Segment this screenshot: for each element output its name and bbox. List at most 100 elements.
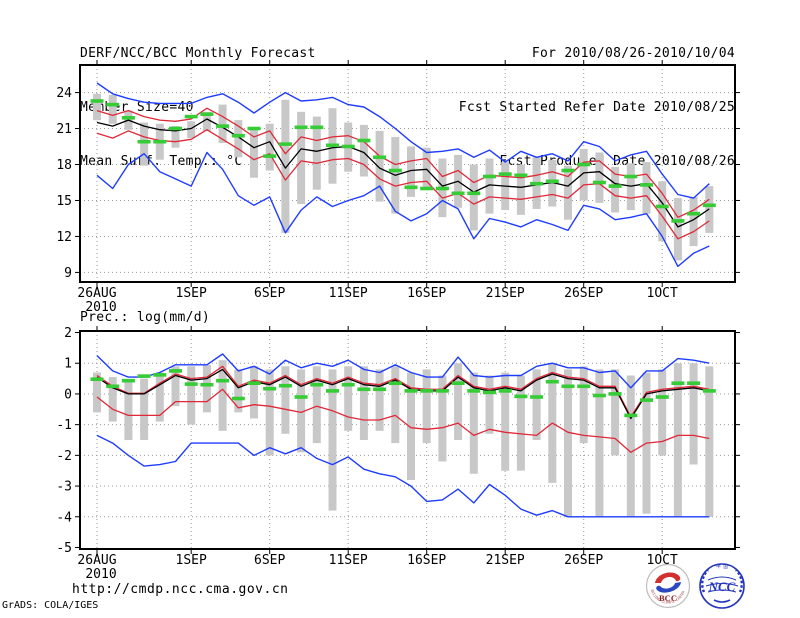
ensemble-spread-bar [658,369,667,456]
y-tick-label: 18 [56,158,72,173]
ensemble-spread-bar [375,130,384,202]
website-url: http://cmdp.ncc.cma.gov.cn [72,582,289,597]
y-tick-label: 1 [64,357,72,372]
observation-marker [153,139,167,144]
ensemble-spread-bar [265,369,274,456]
observation-marker [671,381,685,385]
y-tick-label: 12 [56,230,72,245]
x-tick-label: 6SEP [254,553,285,568]
observation-marker [545,379,559,384]
observation-marker [294,395,308,399]
ncc-ribbon [713,599,731,603]
ensemble-spread-bar [140,378,149,440]
bcc-ring [645,563,691,609]
lower-spread-line [96,129,710,240]
ncc-wreath-left [701,569,709,593]
ncc-globe-line-top [707,576,737,581]
observation-marker [121,116,135,120]
ensemble-spread-bar [391,366,400,444]
bcc-red-swirl [655,572,681,583]
logos: BCC BEIJING CLIMATE CENTER NCC 中 国 [645,563,745,609]
y-tick-label: 21 [56,122,72,137]
observation-marker [608,392,622,396]
bcc-label: BCC [659,593,677,603]
x-tick-label: 1SEP [176,553,207,568]
observation-marker [121,378,135,383]
ensemble-spread-bar [407,146,415,197]
y-tick-label: 15 [56,194,72,209]
ensemble-spread-bar [454,363,463,440]
y-tick-label: -2 [56,449,72,464]
observation-marker [278,383,292,388]
ensemble-spread-bar [407,372,415,480]
ensemble-spread-bar [297,111,306,205]
ensemble-spread-bar [516,375,525,471]
observation-marker [247,126,261,131]
x-tick-sublabel: 2010 [85,300,116,315]
observation-marker [184,114,198,119]
observation-marker [435,186,449,191]
ensemble-spread-bar [422,369,431,444]
ensemble-min-line [96,434,710,518]
observation-marker [687,381,701,385]
ensemble-spread-bar [234,120,243,158]
ensemble-mean-line [96,118,710,228]
observation-marker [702,203,716,208]
ensemble-spread-bar [485,158,494,214]
observation-marker [435,389,449,393]
x-tick-label: 6SEP [254,286,285,301]
ensemble-spread-bar [705,366,714,517]
observation-marker [341,382,355,387]
x-tick-label: 1SEP [176,286,207,301]
ensemble-spread-bar [469,372,478,474]
observation-marker [530,395,544,399]
observation-marker [545,179,559,184]
lower-spread-line [96,388,710,453]
ncc-outer-ring [699,563,745,609]
ensemble-min-line [96,151,710,268]
bcc-logo: BCC BEIJING CLIMATE CENTER [645,563,691,609]
grads-credit: GrADS: COLA/IGES [2,600,99,611]
ncc-globe-line-bottom [707,589,737,593]
observation-marker [294,125,308,130]
ensemble-spread-bar [611,166,620,213]
x-tick-label: 26AUG [77,553,116,568]
ensemble-spread-bar [234,369,243,413]
ncc-label: NCC [708,579,736,594]
observation-marker [200,112,214,116]
ensemble-spread-bar [564,369,572,517]
ensemble-spread-bar [250,127,258,178]
ensemble-spread-bar [140,122,149,166]
ensemble-spread-bar [689,196,698,247]
observation-marker [200,382,214,387]
observation-marker [702,389,716,393]
ensemble-spread-bar [359,124,368,177]
observation-marker [263,154,277,158]
observation-marker [216,378,230,383]
observation-marker [687,211,701,216]
ensemble-spread-bar [218,104,227,143]
ensemble-spread-bar [297,369,306,453]
observation-marker [231,133,245,138]
observation-marker [467,389,481,393]
observation-marker [577,162,591,167]
observation-marker [498,172,512,176]
plot-frame [79,330,736,550]
ensemble-spread-bar [202,364,211,413]
ensemble-spread-bar [595,369,604,517]
upper-spread-line [96,107,710,218]
observation-marker [483,390,496,395]
x-tick-label: 21SEP [486,286,525,301]
ensemble-spread-bar [187,366,196,425]
ensemble-spread-bar [281,366,290,434]
ensemble-spread-bar [171,366,180,407]
ensemble-spread-bar [595,152,604,203]
observation-marker [640,183,653,187]
ensemble-spread-bar [579,148,588,201]
ensemble-max-line [96,353,710,389]
precip-chart-title: Prec.: log(mm/d) [80,310,211,325]
x-tick-label: 26SEP [564,286,603,301]
observation-marker [137,139,151,144]
ncc-top-mark: 中 国 [716,563,728,570]
